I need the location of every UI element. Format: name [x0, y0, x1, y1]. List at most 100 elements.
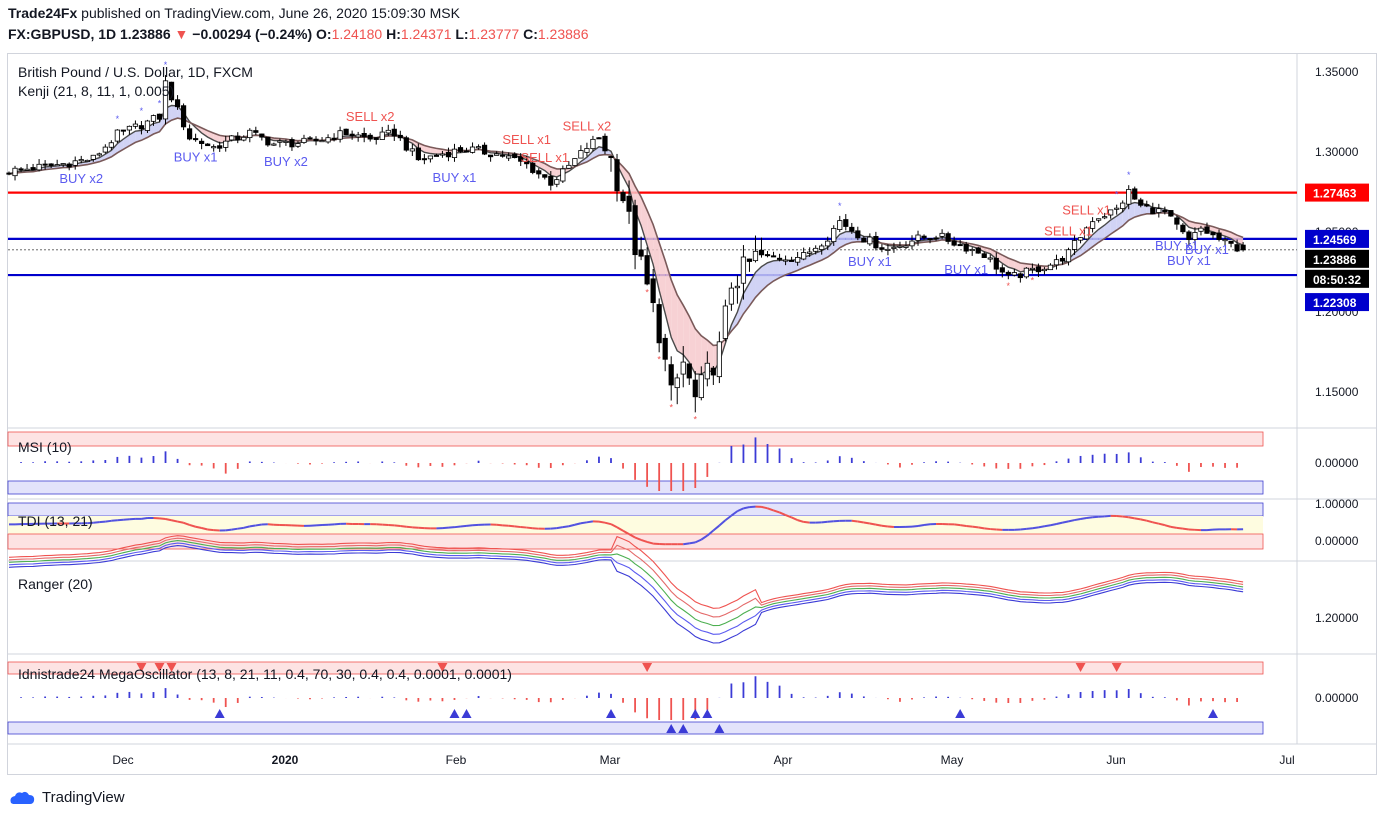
tdi-line-segment [207, 528, 214, 532]
tdi-line-segment [526, 526, 533, 530]
tdi-line-segment [171, 519, 178, 523]
candle-body [506, 155, 512, 159]
tdi-line-segment [1062, 520, 1069, 524]
candle-body [668, 364, 674, 386]
tdi-line-segment [466, 524, 473, 527]
candle-body [608, 155, 614, 159]
ma-cloud-segment [671, 279, 678, 351]
candle-body [632, 205, 638, 256]
tdi-line-segment [694, 538, 702, 544]
publish-info: published on TradingView.com, June 26, 2… [77, 5, 460, 21]
candle-body [1120, 202, 1126, 209]
candle-body [6, 172, 12, 175]
chart-frame[interactable] [7, 53, 1377, 775]
tdi-line-segment [743, 506, 750, 510]
candle-body [247, 129, 253, 139]
ranger-pane-title: Ranger (20) [18, 576, 93, 592]
tdi-upper-band [7, 502, 1264, 517]
candle-body [457, 147, 464, 152]
mega-sell-triangle [154, 663, 165, 672]
tdi-line-segment [803, 520, 810, 524]
candle-body [397, 134, 403, 139]
candle-body [1077, 237, 1084, 241]
sell-star-marker: * [669, 403, 673, 413]
tdi-line-segment [243, 525, 251, 529]
tdi-line-segment [177, 520, 184, 524]
tdi-line-segment [400, 524, 407, 528]
candle-body [1090, 221, 1096, 229]
candle-body [1192, 232, 1198, 240]
candle-body [1047, 264, 1054, 271]
tdi-line-segment [857, 520, 865, 524]
sub-axis-tick: 0.00000 [1315, 534, 1359, 548]
tdi-line-segment [99, 520, 106, 524]
candle-body [12, 167, 18, 177]
candle-body [1132, 188, 1138, 200]
candle-body [1005, 271, 1011, 276]
symbol-header: FX:GBPUSD, 1D 1.23886 ▼ −0.00294 (−0.24%… [8, 26, 588, 42]
mega-buy-triangle [449, 709, 460, 718]
candle-body [776, 257, 783, 260]
tradingview-logo[interactable]: TradingView [8, 788, 125, 806]
candle-body [530, 162, 536, 173]
candle-body [891, 246, 897, 249]
ranger-line [8, 537, 1244, 618]
tdi-line-segment [1134, 517, 1141, 521]
candle-body [885, 248, 891, 251]
blue-upper-tag-bg [1305, 229, 1369, 248]
candle-body [403, 137, 409, 151]
tdi-line-segment [1122, 515, 1129, 519]
candle-body [1204, 226, 1210, 234]
candle-body [108, 142, 114, 148]
mega-pane-title: Idnistrade24 MegaOscillator (13, 8, 21, … [18, 666, 512, 682]
tdi-line-segment [610, 523, 618, 529]
ma-cloud-segment [761, 262, 768, 291]
candle-body [945, 233, 951, 242]
ma-cloud-segment [773, 260, 780, 281]
candle-body [626, 195, 632, 212]
candle-body [879, 247, 885, 250]
tdi-line-segment [646, 540, 654, 545]
ma-cloud-segment [550, 166, 557, 177]
candle-body [1029, 267, 1035, 270]
candle-body [710, 367, 716, 376]
candle-body [656, 304, 662, 344]
tdi-line-segment [1146, 519, 1154, 524]
time-axis-tick: Feb [446, 753, 467, 767]
candle-body [512, 153, 518, 159]
candle-body [927, 238, 933, 241]
tdi-line-segment [779, 511, 786, 516]
candle-body [644, 255, 650, 285]
ma-cloud-segment [1194, 222, 1201, 229]
time-axis-tick: Mar [600, 753, 621, 767]
ma-cloud-segment [689, 316, 696, 374]
ma-cloud-segment [653, 224, 660, 291]
tdi-line-segment [1068, 519, 1075, 523]
candle-body [1150, 207, 1156, 215]
candle-body [855, 230, 861, 239]
candle-body [1035, 266, 1042, 273]
candle-body [343, 128, 349, 136]
tdi-line-segment [1086, 516, 1093, 519]
candle-body [975, 247, 981, 254]
tdi-line-segment [616, 526, 624, 532]
tdi-line-segment [700, 534, 708, 541]
candle-body [789, 259, 795, 262]
tdi-mid-band [8, 516, 1263, 534]
candle-body [54, 164, 60, 167]
candle-body [1156, 208, 1162, 213]
tdi-line-segment [586, 520, 594, 524]
candle-body [120, 129, 126, 132]
candle-body [451, 148, 458, 159]
candle-body [18, 168, 24, 171]
candle-body [963, 243, 969, 252]
candle-body [325, 137, 331, 143]
ranger-line [8, 542, 1244, 635]
red-level-tag-bg [1305, 183, 1369, 202]
tdi-line-segment [580, 521, 588, 525]
candle-body [933, 237, 939, 240]
candle-body [704, 362, 710, 380]
signal-label-buy: BUY x1 [848, 254, 892, 269]
candle-body [1017, 273, 1023, 279]
